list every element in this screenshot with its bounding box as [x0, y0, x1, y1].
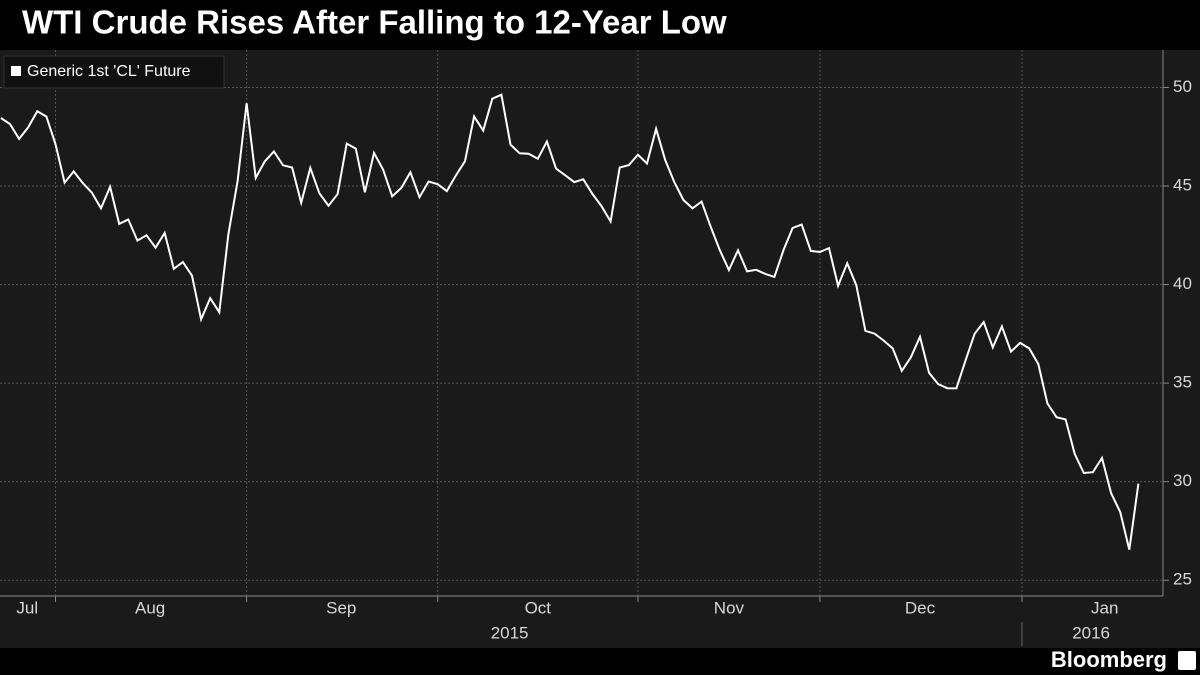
legend-swatch: [11, 66, 21, 76]
price-line: [0, 93, 1140, 550]
x-tick-label: Dec: [905, 598, 936, 617]
chart-title: WTI Crude Rises After Falling to 12-Year…: [22, 4, 727, 41]
x-tick-label: Jan: [1091, 598, 1118, 617]
y-tick-label: 45: [1173, 175, 1192, 194]
legend: [3, 55, 225, 89]
year-label: 2016: [1072, 623, 1110, 642]
source: Bloomberg: [1051, 647, 1167, 672]
year-label: 2015: [491, 623, 529, 642]
logo-icon: [1178, 651, 1196, 670]
y-tick-label: 40: [1173, 274, 1192, 293]
x-tick-label: Aug: [135, 598, 165, 617]
y-tick-label: 50: [1173, 77, 1192, 96]
y-tick-label: 25: [1173, 570, 1192, 589]
chart-area: [0, 50, 1200, 648]
y-tick-label: 35: [1173, 373, 1192, 392]
x-tick-label: Nov: [714, 598, 745, 617]
x-tick-label: Sep: [326, 598, 356, 617]
y-tick-label: 30: [1173, 471, 1192, 490]
legend-label: Generic 1st 'CL' Future: [27, 63, 191, 80]
x-tick-label: Jul: [16, 598, 38, 617]
x-tick-label: Oct: [525, 598, 552, 617]
